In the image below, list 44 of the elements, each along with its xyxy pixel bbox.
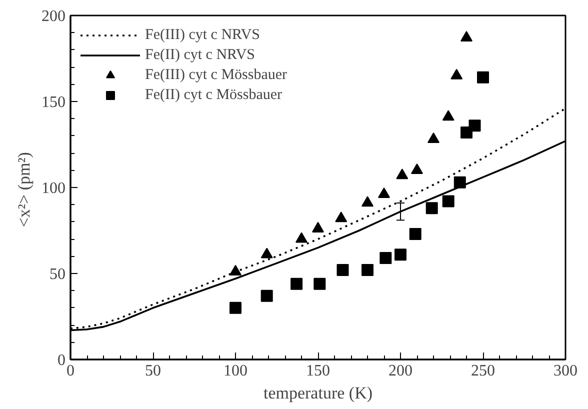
x-tick-label: 300	[554, 362, 578, 380]
point	[460, 31, 472, 42]
point	[394, 248, 406, 261]
point	[409, 228, 422, 240]
point	[312, 222, 324, 232]
point	[380, 252, 392, 264]
point	[230, 302, 242, 314]
point	[442, 195, 454, 208]
y-tick-label: 50	[50, 266, 66, 283]
legend-label: Fe(III) cyt c NRVS	[145, 26, 260, 44]
point	[468, 120, 481, 132]
point	[362, 196, 374, 207]
point	[454, 176, 466, 188]
y-tick-label: 200	[42, 8, 66, 25]
y-tick-label: 0	[58, 352, 66, 369]
point	[411, 163, 423, 174]
y-tick-label: 150	[42, 94, 66, 111]
point	[442, 110, 454, 121]
point	[477, 71, 489, 84]
point	[335, 212, 348, 222]
point	[290, 278, 303, 290]
point	[314, 278, 326, 290]
legend-label: Fe(II) cyt c Mössbauer	[145, 86, 282, 104]
legend-label: Fe(III) cyt c Mössbauer	[145, 66, 288, 84]
point	[396, 168, 408, 180]
point	[426, 202, 438, 214]
point	[450, 68, 463, 80]
point	[260, 290, 273, 302]
point	[336, 264, 349, 276]
y-tick-label: 100	[42, 180, 66, 197]
point	[428, 132, 440, 144]
point	[296, 232, 308, 243]
x-tick-label: 50	[145, 362, 161, 380]
point	[230, 264, 242, 276]
x-tick-label: 150	[306, 362, 330, 380]
point	[260, 248, 273, 258]
x-tick-label: 200	[388, 362, 412, 380]
x-axis-title: temperature (K)	[263, 384, 373, 402]
legend-label: Fe(II) cyt c NRVS	[145, 46, 256, 64]
point	[378, 188, 390, 198]
y-axis-title: <x²> (pm²)	[14, 152, 34, 228]
x-tick-label: 100	[224, 362, 248, 380]
x-tick-label: 250	[471, 362, 495, 380]
point	[362, 264, 374, 276]
